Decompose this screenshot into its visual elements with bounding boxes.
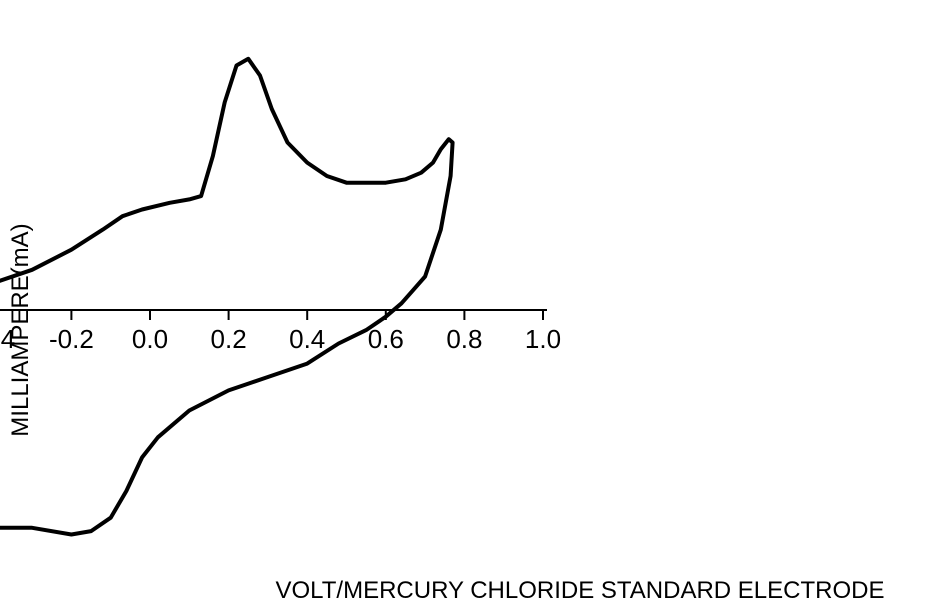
cv-curve	[0, 56, 455, 537]
x-tick-label: -0.2	[49, 324, 94, 354]
x-tick-label: 0.2	[211, 324, 247, 354]
x-tick-label: 1.0	[525, 324, 561, 354]
x-axis-title: VOLT/MERCURY CHLORIDE STANDARD ELECTRODE	[276, 577, 885, 604]
x-tick-label: 0.8	[446, 324, 482, 354]
x-ticks: -1.0-0.8-0.6-0.4-0.20.00.20.40.60.81.0	[0, 310, 561, 354]
x-tick-label: 0.4	[289, 324, 325, 354]
x-tick-label: -0.4	[0, 324, 15, 354]
x-tick-label: 0.6	[368, 324, 404, 354]
x-tick-label: 0.0	[132, 324, 168, 354]
y-axis-title: MILLIAMPERE(mA)	[7, 223, 34, 436]
